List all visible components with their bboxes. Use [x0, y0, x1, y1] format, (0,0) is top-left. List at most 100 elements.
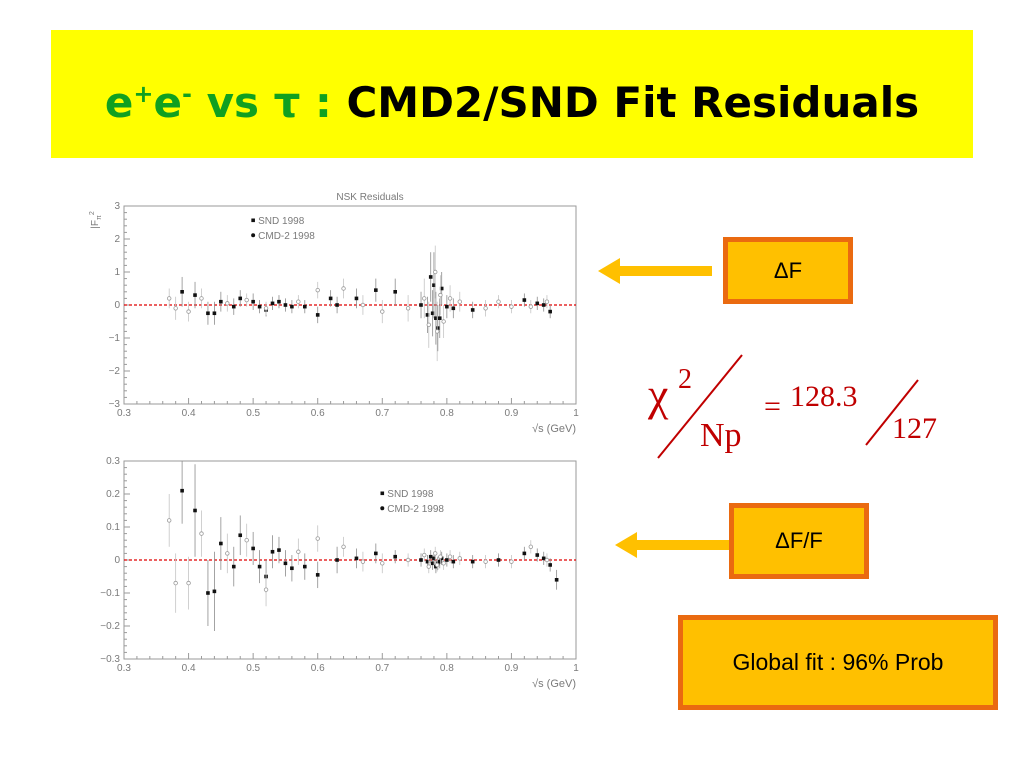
data-point-cmd2 [434, 329, 440, 334]
data-point-cmd2 [405, 557, 411, 563]
y-tick-label: −2 [109, 366, 121, 377]
data-point-cmd2 [457, 299, 462, 304]
data-point-cmd2 [296, 299, 301, 304]
delta-f-label: ΔF [773, 257, 803, 283]
legend-marker-snd [380, 491, 385, 496]
data-point-snd [541, 556, 546, 561]
title-vs-tau: vs τ : [191, 78, 347, 127]
formula-denominator: Np [700, 417, 742, 454]
data-point-snd [374, 551, 378, 556]
data-point-snd [180, 488, 184, 493]
arrow-left-icon [598, 258, 712, 284]
formula-slash-1 [657, 354, 743, 459]
data-point-snd [354, 556, 359, 561]
data-point-cmd2 [544, 557, 550, 563]
data-point-snd [419, 303, 423, 307]
formula-equals: = [764, 390, 781, 423]
title-banner: e+e- vs τ : CMD2/SND Fit Residuals [51, 30, 973, 158]
chart-title: NSK Residuals [336, 192, 403, 203]
y-tick-label: −0.2 [100, 621, 120, 632]
data-point-snd [180, 290, 184, 294]
formula-dof: 127 [892, 412, 937, 445]
data-point-snd [432, 283, 436, 287]
legend-marker-cmd2 [380, 506, 385, 511]
y-tick-label: 0.1 [106, 522, 120, 533]
data-point-snd [496, 558, 501, 562]
data-point-snd [290, 304, 294, 309]
title-sup-minus: - [182, 80, 192, 108]
residuals-chart-relative: 0.3 0.4 0.5 0.6 0.7 0.8 0.9 1 0.3 0.2 0.1 0 −0.1 −0.2… [88, 450, 588, 705]
data-point-snd [541, 303, 546, 307]
data-point-snd [315, 313, 320, 317]
data-point-cmd2 [166, 518, 172, 523]
data-point-snd [445, 558, 449, 562]
data-point-snd [303, 304, 307, 309]
data-point-cmd2 [447, 296, 453, 301]
x-tick-label: 1 [573, 408, 579, 419]
data-point-snd [212, 311, 217, 316]
data-point-cmd2 [263, 587, 269, 592]
data-point-cmd2 [263, 306, 269, 311]
data-point-snd [445, 304, 449, 309]
x-tick-label: 0.6 [311, 408, 325, 419]
data-point-cmd2 [199, 531, 204, 536]
data-point-cmd2 [441, 561, 446, 566]
x-tick-label: 0.6 [311, 663, 325, 674]
data-point-snd [270, 549, 275, 554]
data-point-snd [374, 288, 378, 292]
x-tick-label: 0.3 [117, 408, 131, 419]
y-axis-label: |Fπ2 [89, 211, 103, 229]
data-point-snd [277, 299, 281, 304]
data-point-cmd2 [341, 286, 346, 291]
data-point-cmd2 [438, 292, 443, 298]
x-tick-label: 0.8 [440, 663, 454, 674]
data-point-snd [430, 311, 435, 316]
data-point-cmd2 [496, 299, 501, 304]
data-point-snd [432, 556, 436, 561]
residuals-chart-absolute: 0.3 0.4 0.5 0.6 0.7 0.8 0.9 1 3 2 1 0 −1 −2 −3 SND 1998… [88, 188, 588, 448]
chart-absolute-svg: 0.3 0.4 0.5 0.6 0.7 0.8 0.9 1 3 2 1 0 −1 −2 −3 SND 1998… [89, 192, 579, 435]
data-point-cmd2 [447, 554, 453, 559]
x-tick-label: 0.7 [375, 663, 389, 674]
data-point-snd [206, 311, 210, 316]
x-tick-label: 0.7 [375, 408, 389, 419]
global-fit-label: Global fit : 96% Prob [732, 649, 944, 675]
data-point-snd [335, 558, 339, 562]
data-point-snd [219, 541, 223, 546]
data-point-snd [251, 546, 255, 551]
data-point-cmd2 [528, 544, 533, 549]
data-point-cmd2 [509, 559, 514, 564]
legend-marker-snd [251, 218, 255, 223]
title-e2: e [153, 78, 183, 127]
arrow-left-icon [615, 532, 729, 558]
y-tick-label: −0.3 [100, 654, 120, 665]
data-point-snd [554, 578, 559, 582]
data-point-snd [335, 303, 339, 307]
delta-f-over-f-box: ΔF/F [729, 503, 869, 579]
y-axis-label-sup: 2 [89, 211, 96, 215]
data-point-snd [393, 290, 397, 294]
data-point-cmd2 [225, 301, 230, 306]
delta-f-over-f-label: ΔF/F [775, 528, 823, 553]
data-point-cmd2 [433, 551, 438, 556]
title-e1: e [104, 78, 134, 127]
y-tick-label: 2 [114, 234, 120, 245]
data-point-snd [470, 559, 475, 564]
data-point-cmd2 [360, 559, 366, 564]
y-axis-label-sub: π [96, 215, 103, 220]
chart-relative-svg: 0.3 0.4 0.5 0.6 0.7 0.8 0.9 1 0.3 0.2 0.1 0 −0.1 −0.2… [100, 456, 579, 690]
data-point-snd [470, 308, 475, 312]
formula-power: 2 [678, 364, 692, 395]
data-point-snd [428, 275, 433, 279]
data-point-snd [283, 561, 288, 566]
legend-label: CMD-2 1998 [258, 231, 315, 242]
data-point-cmd2 [315, 287, 320, 293]
data-point-cmd2 [244, 297, 249, 303]
x-tick-label: 0.4 [182, 408, 196, 419]
data-point-snd [430, 561, 435, 566]
data-point-cmd2 [457, 556, 462, 561]
legend-label: CMD-2 1998 [387, 504, 444, 515]
data-point-cmd2 [166, 296, 172, 301]
data-point-snd [303, 564, 307, 569]
y-tick-label: −1 [109, 333, 121, 344]
